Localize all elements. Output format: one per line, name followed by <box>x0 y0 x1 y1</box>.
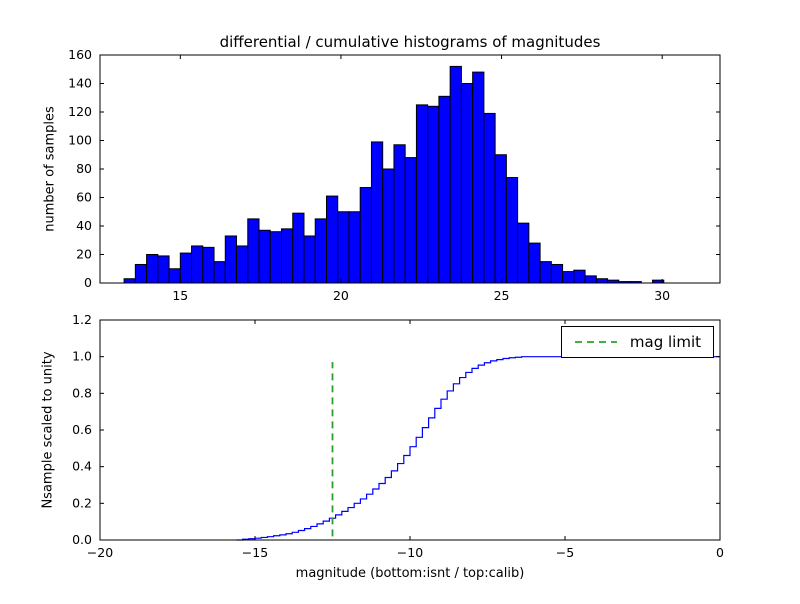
y-tick-label: 1.0 <box>72 349 92 364</box>
hist-bar <box>325 195 339 284</box>
hist-bar <box>213 261 226 284</box>
hist-bar <box>438 95 451 284</box>
x-axis-label: magnitude (bottom:isnt / top:calib) <box>295 566 525 581</box>
y-tick-label: 60 <box>76 190 92 205</box>
y-tick-label: 140 <box>68 76 92 91</box>
y-tick-label: 80 <box>76 161 92 176</box>
hist-bar <box>472 71 485 284</box>
hist-bar <box>449 65 462 284</box>
y-tick-label: 0 <box>84 275 92 290</box>
x-tick-label: 30 <box>654 288 670 303</box>
y-tick-label: 20 <box>76 247 92 262</box>
x-tick-label: −5 <box>556 545 574 560</box>
axes-frame <box>99 54 721 284</box>
hist-bar <box>595 278 609 284</box>
y-tick-label: 40 <box>76 218 92 233</box>
hist-bar <box>404 157 417 284</box>
x-tick-label: 15 <box>172 288 188 303</box>
hist-bar <box>281 228 294 284</box>
hist-bar <box>202 246 215 284</box>
x-tick-label: −10 <box>397 545 423 560</box>
hist-bar <box>415 104 429 284</box>
cumulative-step-line <box>236 356 720 541</box>
hist-bar <box>573 269 586 284</box>
hist-bar <box>146 254 159 284</box>
top-ylabel: number of samples <box>42 106 58 232</box>
hist-bar <box>157 255 170 284</box>
hist-bar <box>348 211 361 284</box>
hist-bar <box>460 83 474 284</box>
y-tick-label: 0.8 <box>72 385 92 400</box>
y-tick-label: 160 <box>68 47 92 62</box>
y-tick-label: 0.0 <box>72 532 92 547</box>
x-tick-label: 0 <box>716 545 724 560</box>
y-tick-label: 0.4 <box>72 459 92 474</box>
hist-bar <box>382 168 395 284</box>
hist-bar <box>359 187 372 284</box>
hist-bar <box>494 154 507 284</box>
x-tick-label: 20 <box>333 288 349 303</box>
hist-bar <box>505 177 519 284</box>
hist-bar <box>247 218 260 284</box>
x-tick-label: −20 <box>87 545 113 560</box>
hist-bar <box>539 261 552 284</box>
hist-bar <box>303 235 316 284</box>
legend-label: mag limit <box>629 333 701 351</box>
hist-bar <box>337 211 350 284</box>
bottom-ylabel: Nsample scaled to unity <box>40 351 56 509</box>
y-tick-label: 100 <box>68 133 92 148</box>
hist-bar <box>179 252 193 284</box>
hist-bar <box>314 218 327 284</box>
axes-frame <box>99 319 721 541</box>
hist-bar <box>258 229 271 284</box>
hist-bar <box>528 242 541 284</box>
y-tick-label: 0.6 <box>72 422 92 437</box>
x-tick-label: 25 <box>494 288 510 303</box>
hist-bar <box>562 271 575 284</box>
chart-title: differential / cumulative histograms of … <box>219 33 601 51</box>
hist-bar <box>123 278 136 284</box>
hist-bar <box>292 212 305 284</box>
legend: mag limit <box>560 326 714 358</box>
hist-bar <box>134 263 148 284</box>
hist-bar <box>550 263 564 284</box>
hist-bar <box>427 105 440 284</box>
hist-bar <box>224 235 238 284</box>
x-tick-label: −15 <box>242 545 268 560</box>
hist-bar <box>483 112 496 284</box>
legend-dashed-line-icon <box>574 341 617 343</box>
hist-bar <box>269 231 283 284</box>
hist-bar <box>168 268 181 284</box>
y-tick-label: 1.2 <box>72 312 92 327</box>
hist-bar <box>393 144 406 284</box>
hist-bar <box>584 275 597 284</box>
hist-bar <box>191 245 204 284</box>
hist-bar <box>236 245 249 284</box>
hist-bar <box>517 222 530 284</box>
y-tick-label: 0.2 <box>72 495 92 510</box>
y-tick-label: 120 <box>68 104 92 119</box>
hist-bar <box>370 141 384 284</box>
